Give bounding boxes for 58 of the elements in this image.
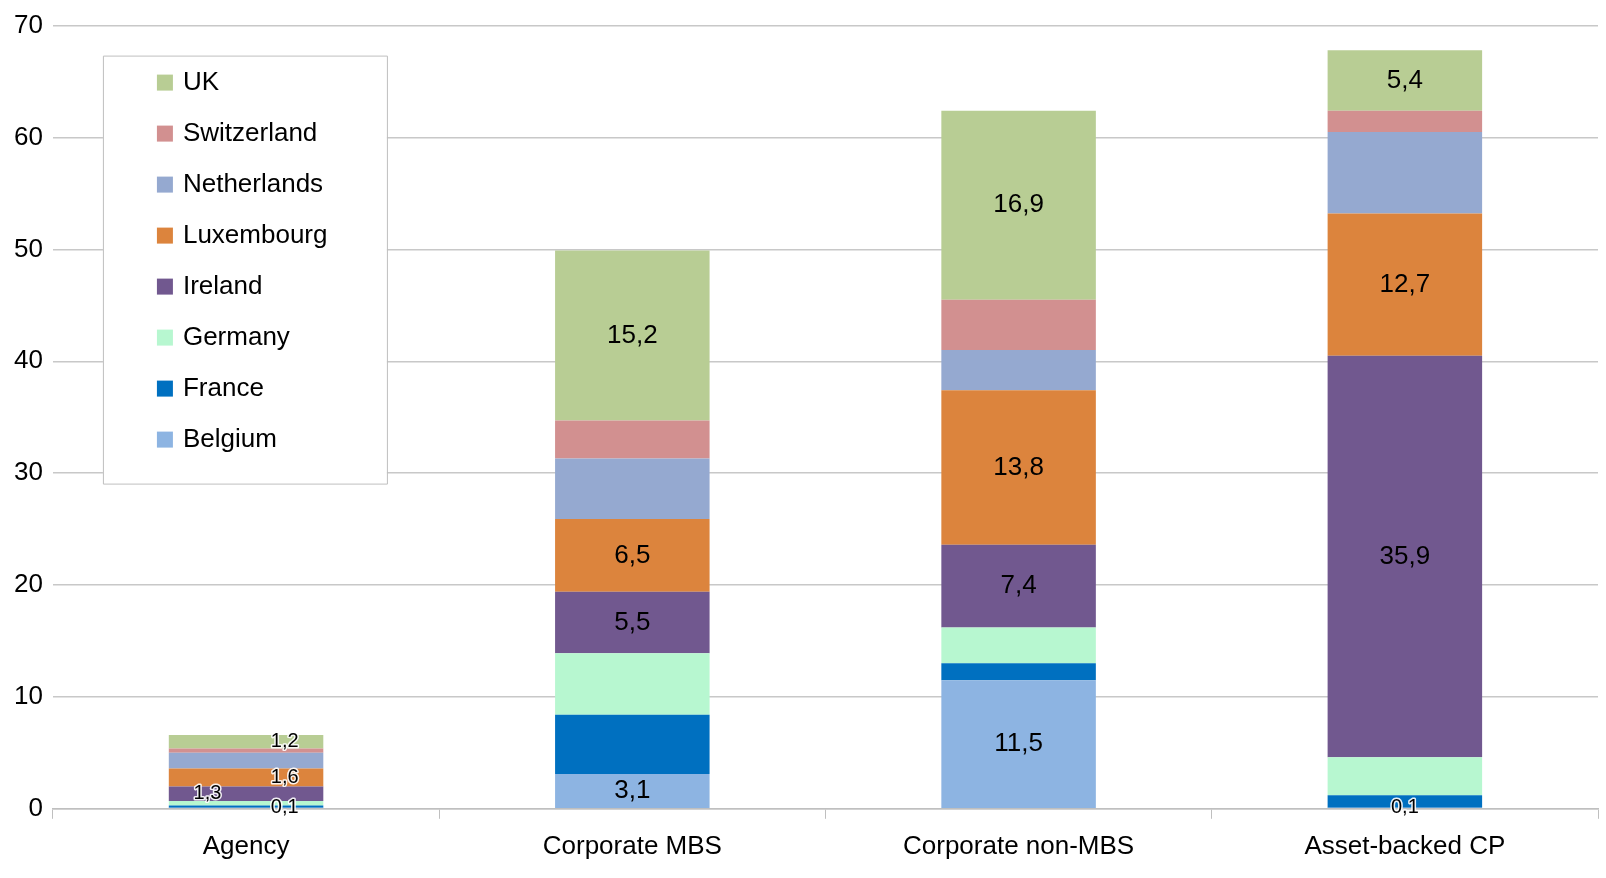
bar (941, 627, 1096, 664)
bar (941, 680, 1096, 809)
legend-label: Netherlands (182, 167, 324, 198)
legend-label: Germany (182, 320, 290, 351)
bar (168, 748, 324, 753)
y-tick-label: 10 (14, 680, 43, 711)
y-tick-label: 40 (14, 344, 43, 375)
data-label: 1,3 (193, 781, 222, 804)
legend-label: Switzerland (182, 116, 318, 147)
data-label: 13,8 (993, 450, 1044, 481)
y-tick-label: 30 (14, 456, 43, 487)
bar (941, 110, 1096, 300)
legend-label: Luxembourg (182, 218, 328, 249)
bar (1327, 355, 1483, 758)
legend-label: UK (182, 65, 220, 96)
data-label: 11,5 (994, 727, 1043, 758)
y-tick-label: 20 (14, 568, 43, 599)
bar (941, 544, 1096, 628)
y-tick-label: 70 (14, 8, 43, 39)
data-label: 5,5 (614, 605, 651, 636)
bar (941, 350, 1096, 391)
bar (555, 250, 710, 421)
bar (941, 390, 1096, 545)
bar (555, 420, 710, 459)
bar (1327, 110, 1483, 132)
data-label: 16,9 (993, 188, 1044, 219)
bar (1327, 131, 1483, 214)
data-label: 3,1 (614, 774, 651, 805)
data-label: 6,5 (614, 538, 651, 569)
bar (555, 591, 710, 654)
bar (1327, 757, 1483, 796)
data-label: 7,4 (1000, 569, 1037, 600)
bar (555, 519, 710, 592)
x-tick-label: Corporate non-MBS (902, 829, 1135, 860)
data-label: 1,6 (270, 764, 299, 787)
x-tick-label: Corporate MBS (542, 829, 722, 860)
bar (555, 458, 710, 520)
data-label: 5,4 (1386, 63, 1423, 94)
bar (555, 714, 710, 775)
bar (555, 653, 710, 715)
bar (1327, 50, 1483, 111)
data-label: 12,7 (1379, 267, 1431, 298)
bar (555, 774, 710, 809)
data-label: 1,2 (270, 729, 299, 752)
legend-label: France (182, 371, 264, 402)
bar (941, 299, 1096, 351)
x-tick-label: Agency (202, 829, 290, 860)
bar (1327, 213, 1483, 356)
y-tick-label: 0 (28, 791, 43, 822)
x-tick-label: Asset-backed CP (1304, 829, 1506, 860)
y-tick-label: 60 (14, 120, 43, 151)
data-label: 15,2 (607, 318, 658, 349)
bar (941, 663, 1096, 681)
legend-label: Ireland (182, 269, 263, 300)
bar (168, 752, 324, 769)
data-label: 35,9 (1379, 539, 1431, 570)
y-tick-label: 50 (14, 232, 43, 263)
legend-label: Belgium (182, 422, 277, 453)
